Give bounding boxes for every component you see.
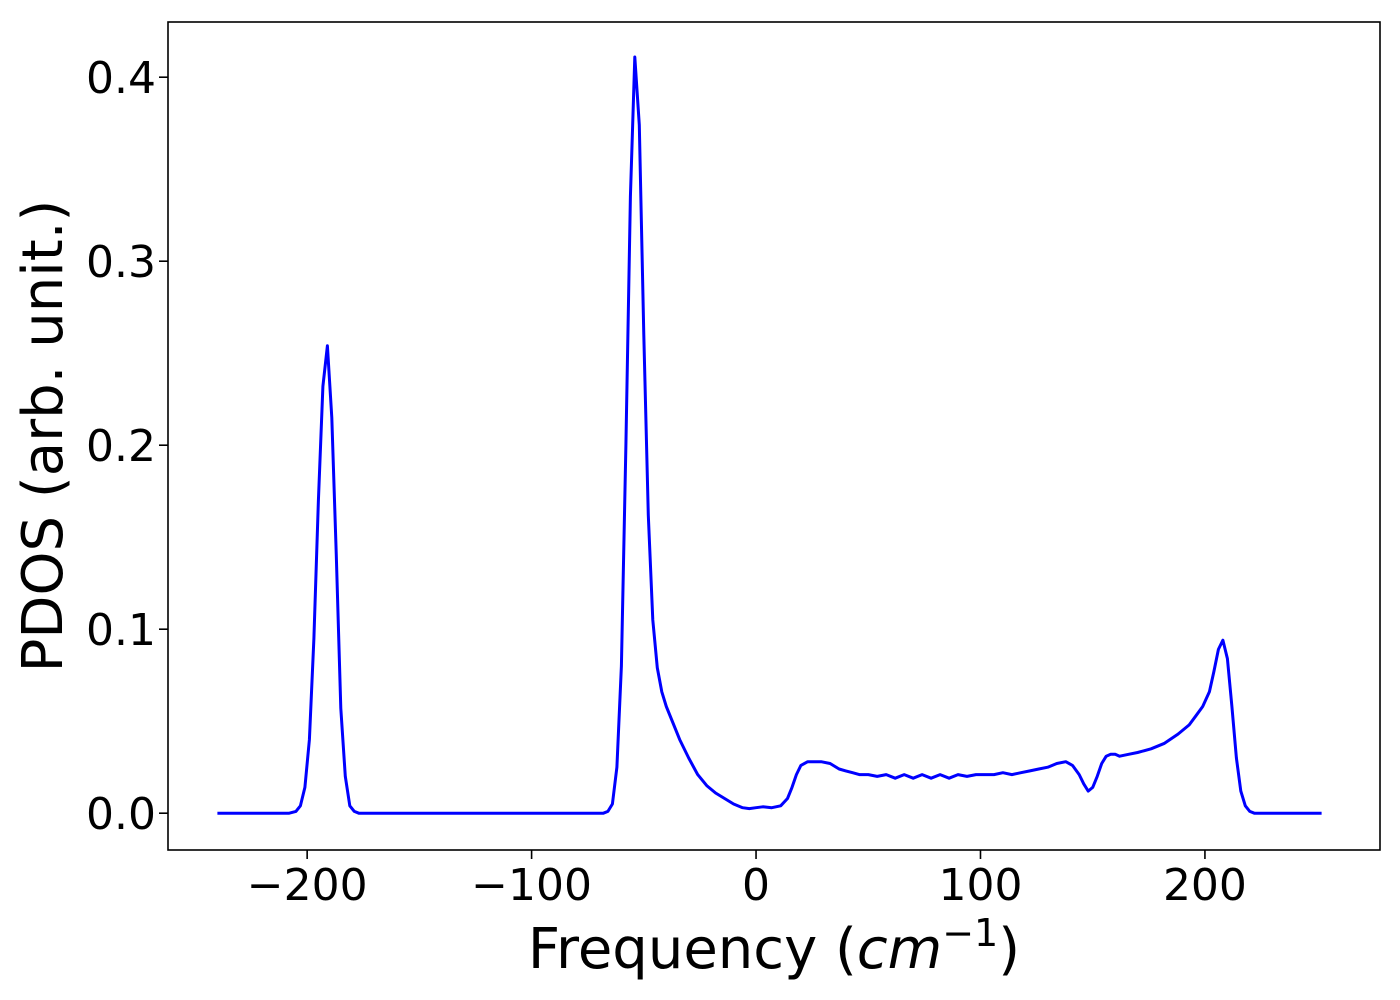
x-tick-label: 200: [1163, 860, 1247, 911]
x-axis-label: Frequency (cm−1): [528, 911, 1020, 982]
y-tick-label: 0.2: [86, 421, 156, 472]
x-axis-label-suffix: ): [998, 917, 1020, 982]
x-tick-label: 0: [742, 860, 770, 911]
y-axis-label: PDOS (arb. unit.): [11, 200, 76, 673]
y-axis: 0.0 0.1 0.2 0.3 0.4: [86, 53, 168, 840]
y-tick-label: 0.1: [86, 605, 156, 656]
y-tick-label: 0.4: [86, 53, 156, 104]
pdos-series-line: [217, 55, 1322, 815]
plot-frame: [167, 21, 1381, 851]
x-tick-label: −200: [247, 860, 368, 911]
series-layer: [217, 55, 1322, 815]
x-axis-label-unit: cm: [857, 917, 942, 982]
y-tick-label: 0.3: [86, 237, 156, 288]
x-axis: −200 −100 0 100 200: [247, 850, 1247, 911]
y-tick-label: 0.0: [86, 789, 156, 840]
x-axis-label-exponent: −1: [942, 911, 998, 955]
x-tick-label: −100: [471, 860, 592, 911]
x-tick-label: 100: [938, 860, 1022, 911]
x-axis-label-prefix: Frequency (: [528, 917, 857, 982]
